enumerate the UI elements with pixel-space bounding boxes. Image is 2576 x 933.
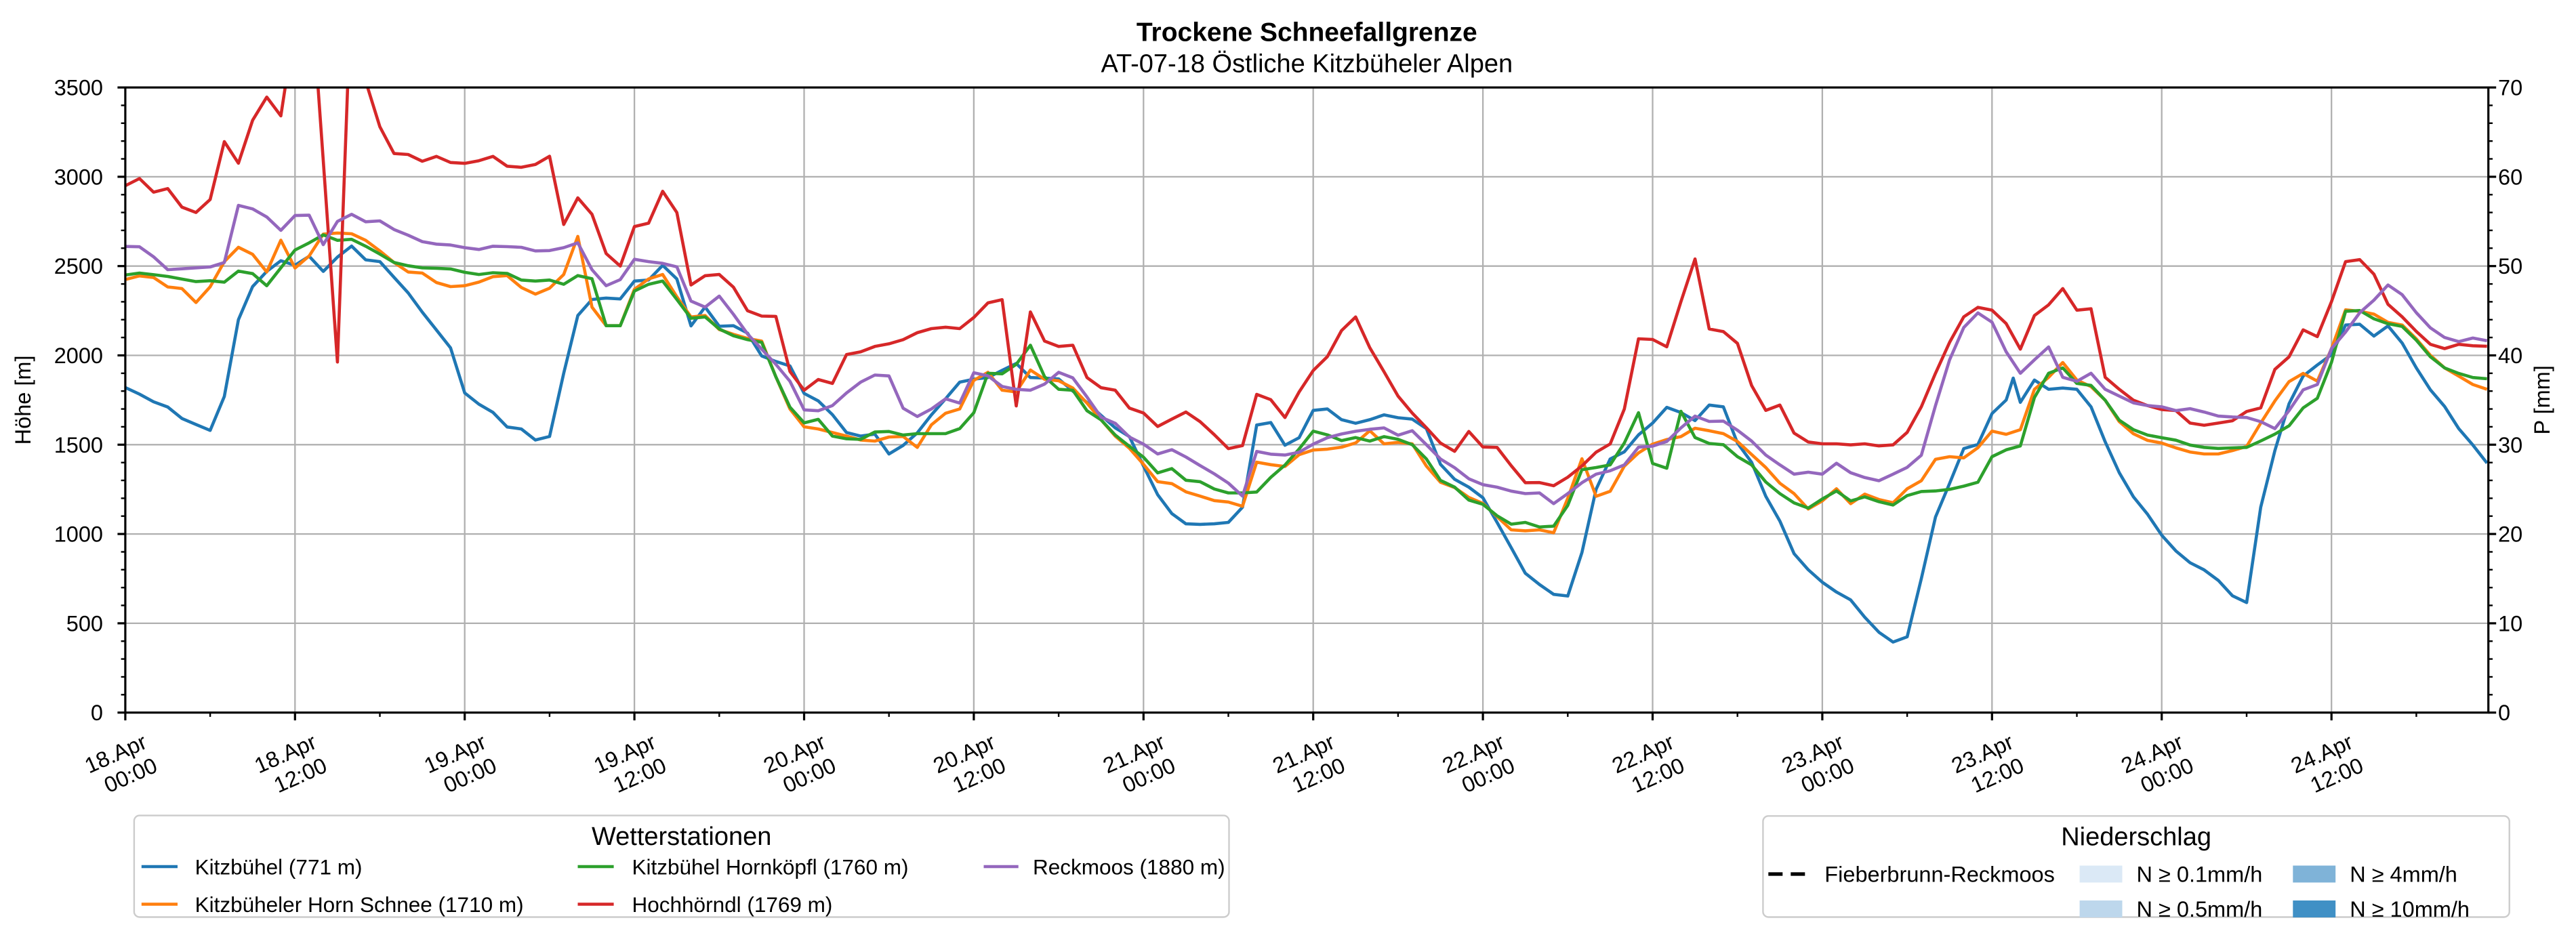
svg-text:Kitzbühel Hornköpfl (1760 m): Kitzbühel Hornköpfl (1760 m) xyxy=(632,855,909,879)
svg-text:Fieberbrunn-Reckmoos: Fieberbrunn-Reckmoos xyxy=(1824,863,2055,887)
svg-text:1000: 1000 xyxy=(54,522,103,547)
svg-text:3500: 3500 xyxy=(54,76,103,100)
svg-text:N ≥ 0.5mm/h: N ≥ 0.5mm/h xyxy=(2137,897,2263,921)
svg-text:60: 60 xyxy=(2498,165,2522,189)
svg-text:50: 50 xyxy=(2498,254,2522,278)
svg-text:Kitzbüheler Horn Schnee (1710: Kitzbüheler Horn Schnee (1710 m) xyxy=(195,892,524,917)
svg-text:70: 70 xyxy=(2498,76,2522,100)
svg-text:20: 20 xyxy=(2498,522,2522,547)
svg-text:500: 500 xyxy=(66,611,103,636)
svg-text:Kitzbühel (771 m): Kitzbühel (771 m) xyxy=(195,855,363,879)
svg-text:3000: 3000 xyxy=(54,165,103,189)
svg-text:Trockene Schneefallgrenze: Trockene Schneefallgrenze xyxy=(1137,18,1477,47)
svg-text:2500: 2500 xyxy=(54,254,103,278)
svg-text:19.Apr12:00: 19.Apr12:00 xyxy=(590,729,670,802)
svg-text:2000: 2000 xyxy=(54,344,103,368)
svg-text:AT-07-18 Östliche Kitzbüheler: AT-07-18 Östliche Kitzbüheler Alpen xyxy=(1101,50,1513,79)
svg-text:10: 10 xyxy=(2498,611,2522,636)
svg-text:N ≥ 4mm/h: N ≥ 4mm/h xyxy=(2350,863,2457,887)
svg-text:30: 30 xyxy=(2498,433,2522,457)
svg-text:N ≥ 10mm/h: N ≥ 10mm/h xyxy=(2350,897,2470,921)
svg-text:40: 40 xyxy=(2498,344,2522,368)
svg-text:Höhe [m]: Höhe [m] xyxy=(11,355,35,444)
svg-text:0: 0 xyxy=(91,701,103,725)
svg-text:Niederschlag: Niederschlag xyxy=(2061,823,2211,852)
svg-text:P [mm]: P [mm] xyxy=(2530,365,2554,434)
svg-text:1500: 1500 xyxy=(54,433,103,457)
svg-text:Hochhörndl (1769 m): Hochhörndl (1769 m) xyxy=(632,892,833,917)
svg-text:N ≥ 0.1mm/h: N ≥ 0.1mm/h xyxy=(2137,863,2263,887)
svg-text:0: 0 xyxy=(2498,701,2510,725)
svg-text:Reckmoos (1880 m): Reckmoos (1880 m) xyxy=(1033,855,1225,879)
svg-text:Wetterstationen: Wetterstationen xyxy=(592,823,771,851)
